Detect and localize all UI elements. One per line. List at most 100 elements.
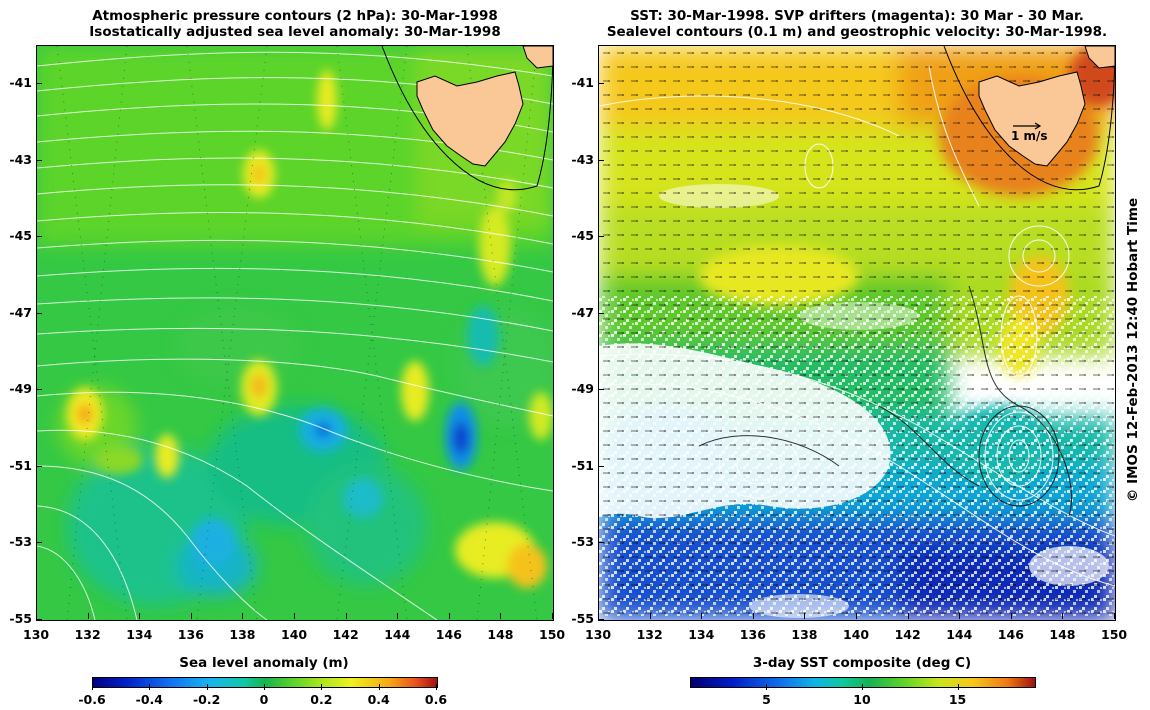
right-title-line1: SST: 30-Mar-1998. SVP drifters (magenta)… — [630, 8, 1084, 24]
sla-colorbar — [92, 677, 438, 688]
left-lat-tick — [36, 83, 42, 85]
colorbar-tick-label: 0 — [259, 692, 269, 707]
left-lat-tick-label: -43 — [9, 151, 32, 167]
left-lon-tick-label: 142 — [332, 627, 359, 642]
right-lon-tick — [1010, 613, 1012, 619]
right-lat-tick-label: -51 — [571, 457, 594, 473]
left-lon-tick-label: 146 — [435, 627, 462, 642]
left-lon-tick-label: 134 — [126, 627, 153, 642]
right-lat-tick — [598, 159, 604, 161]
left-colorbar-title: Sea level anomaly (m) — [179, 655, 349, 671]
right-lat-tick — [598, 236, 604, 238]
colorbar-tick — [957, 684, 959, 690]
velocity-streamlines — [698, 285, 1073, 517]
tasmania-land — [416, 71, 524, 167]
left-lat-tick-label: -41 — [9, 75, 32, 91]
colorbar-tick-label: -0.6 — [78, 692, 106, 707]
left-lon-tick — [448, 613, 450, 619]
right-lon-tick — [856, 613, 857, 619]
credit-text: © IMOS 12-Feb-2013 12:40 Hobart Time — [1125, 197, 1141, 503]
right-lat-tick — [598, 312, 604, 314]
right-panel-title: SST: 30-Mar-1998. SVP drifters (magenta)… — [598, 8, 1116, 40]
left-lon-tick — [294, 613, 295, 619]
colorbar-tick-label: 10 — [853, 692, 871, 707]
mainland-land — [522, 46, 553, 69]
sst-colorbar — [690, 677, 1036, 688]
colorbar-tick — [149, 684, 151, 690]
left-lat-tick — [36, 465, 42, 467]
colorbar-tick-label: -0.2 — [192, 692, 221, 707]
left-title-line1: Atmospheric pressure contours (2 hPa): 3… — [92, 8, 498, 24]
sst-map[interactable]: 1 m/s — [598, 45, 1116, 621]
left-lat-tick — [36, 159, 42, 161]
right-lon-tick — [804, 613, 806, 619]
sealevel-contours — [599, 65, 1115, 587]
left-lat-tick — [36, 312, 42, 314]
left-lat-tick-label: -55 — [9, 611, 32, 626]
right-title-line2: Sealevel contours (0.1 m) and geostrophi… — [606, 24, 1108, 40]
left-lon-tick — [397, 613, 399, 619]
left-lon-tick-label: 150 — [539, 627, 566, 642]
right-lon-tick — [1062, 613, 1064, 619]
colorbar-tick — [436, 684, 437, 690]
right-lon-tick-label: 150 — [1101, 627, 1128, 642]
left-lon-tick — [242, 613, 244, 619]
left-lon-tick-label: 132 — [74, 627, 101, 642]
left-lon-tick-label: 136 — [177, 627, 204, 642]
sla-map-canvas — [37, 46, 553, 620]
right-lon-tick — [649, 613, 651, 619]
right-lat-tick-label: -49 — [571, 381, 594, 397]
left-lon-tick — [36, 613, 37, 619]
right-lon-tick-label: 134 — [688, 627, 715, 642]
left-lat-tick-label: -45 — [9, 228, 32, 244]
right-lon-tick-label: 142 — [894, 627, 921, 642]
right-lat-tick-label: -55 — [571, 611, 594, 626]
colorbar-tick — [206, 684, 208, 690]
right-lat-tick-label: -45 — [571, 228, 594, 244]
sst-shelf-contour — [943, 46, 1115, 191]
right-lat-tick — [598, 389, 604, 391]
colorbar-tick-label: 15 — [948, 692, 967, 707]
right-lat-tick — [598, 465, 604, 467]
left-panel-title: Atmospheric pressure contours (2 hPa): 3… — [36, 8, 554, 40]
sea-level-anomaly-map[interactable] — [36, 45, 554, 621]
right-lon-tick — [907, 613, 909, 619]
left-lat-tick — [36, 619, 42, 620]
left-lon-tick — [500, 613, 502, 619]
right-colorbar-title: 3-day SST composite (deg C) — [752, 655, 972, 671]
right-lon-tick-label: 144 — [946, 627, 973, 642]
velocity-scale-label: 1 m/s — [1011, 129, 1048, 143]
right-lon-tick-label: 140 — [843, 627, 870, 642]
left-lat-tick — [36, 236, 42, 238]
right-lat-tick — [598, 619, 604, 620]
right-lon-tick-label: 148 — [1049, 627, 1076, 642]
right-lon-tick-label: 132 — [636, 627, 663, 642]
right-lat-tick-label: -47 — [571, 304, 594, 320]
shelf-contour — [381, 46, 553, 191]
left-lat-tick-label: -47 — [9, 304, 32, 320]
left-lon-tick — [87, 613, 89, 619]
colorbar-tick-label: 0.4 — [367, 692, 390, 707]
left-lat-tick — [36, 542, 42, 544]
right-lon-tick — [1114, 613, 1115, 619]
right-lat-tick-label: -41 — [571, 75, 594, 91]
right-lon-tick — [959, 613, 961, 619]
right-lat-tick-label: -53 — [571, 534, 594, 550]
colorbar-tick-label: 5 — [762, 692, 771, 707]
left-lon-tick-label: 148 — [487, 627, 514, 642]
right-lon-tick-label: 130 — [585, 627, 612, 642]
left-lon-tick-label: 130 — [23, 627, 50, 642]
colorbar-tick — [766, 684, 768, 690]
left-lat-tick — [36, 389, 42, 391]
colorbar-tick — [378, 684, 380, 690]
colorbar-tick-label: 0.6 — [424, 692, 448, 707]
right-lat-tick — [598, 542, 604, 544]
colorbar-tick — [321, 684, 323, 690]
right-lat-tick-label: -43 — [571, 151, 594, 167]
velocity-scale-arrowhead — [1034, 122, 1042, 130]
left-lat-tick-label: -53 — [9, 534, 32, 550]
right-lon-tick — [752, 613, 754, 619]
left-lat-tick-label: -51 — [9, 457, 32, 473]
colorbar-tick-label: 0.2 — [310, 692, 333, 707]
left-lon-tick-label: 144 — [384, 627, 411, 642]
